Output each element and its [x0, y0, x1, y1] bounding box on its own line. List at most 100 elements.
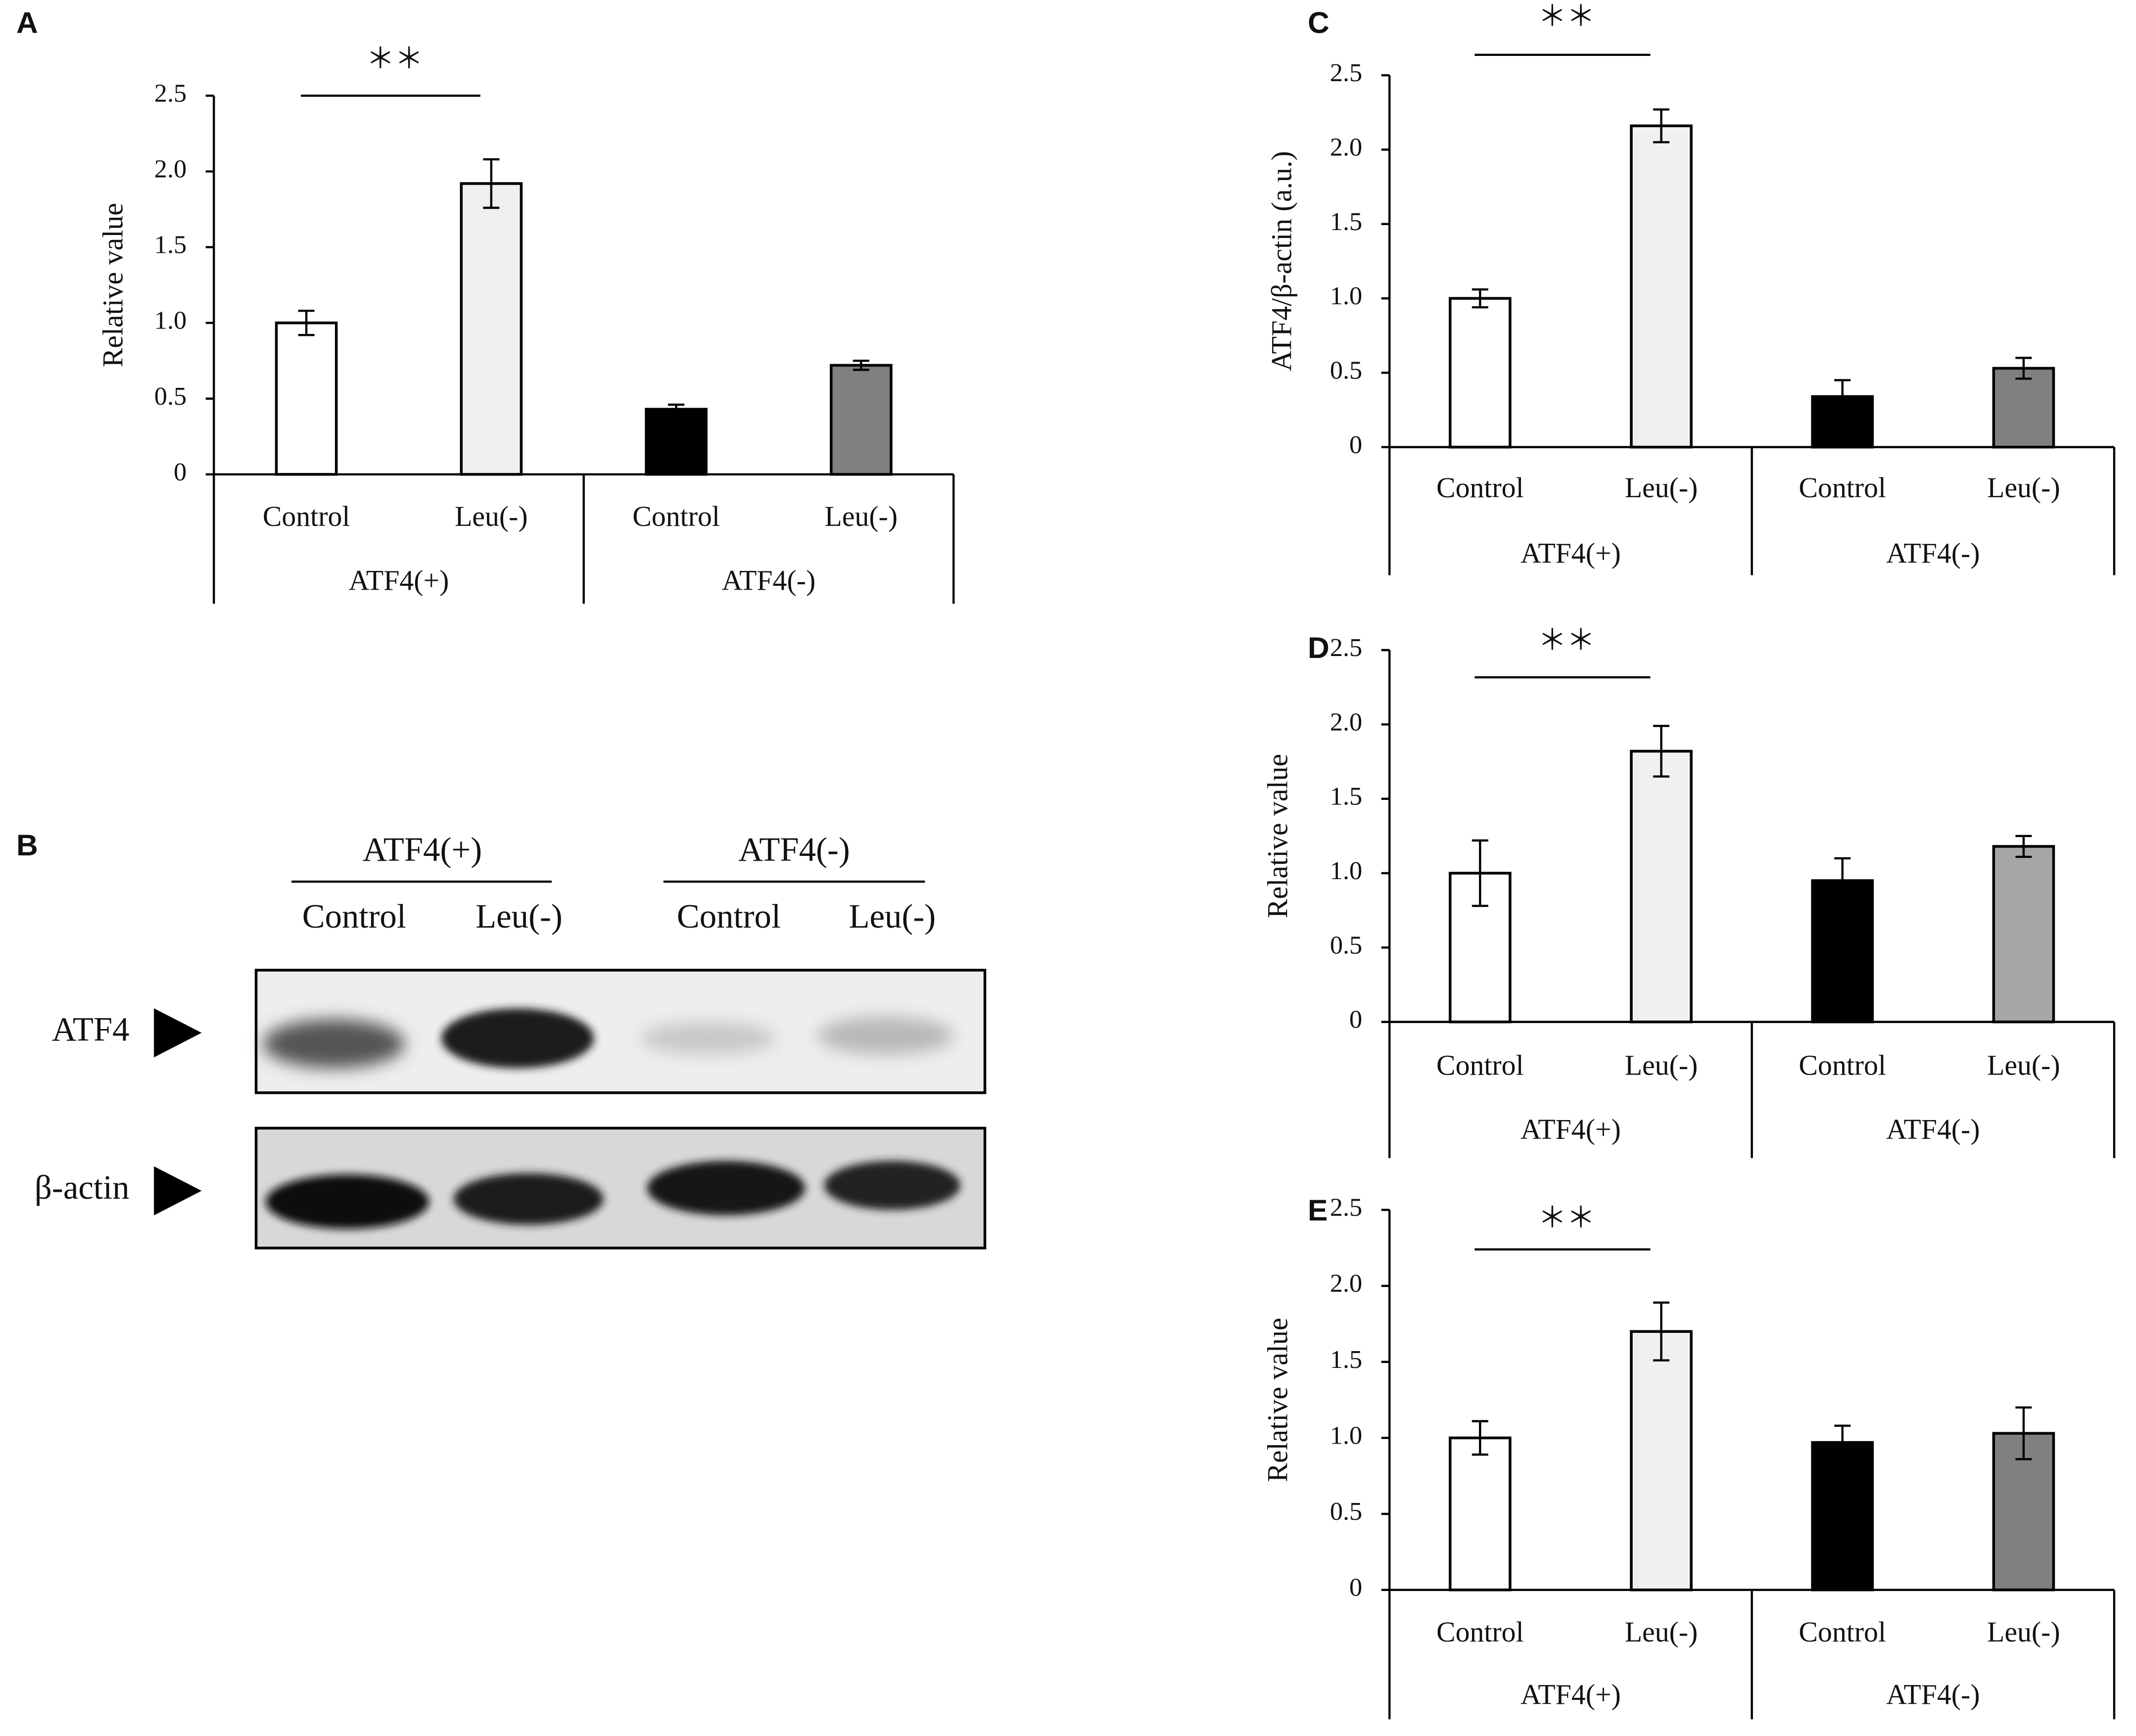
y-tick-label: 0.5: [1330, 356, 1362, 384]
error-bar: [1834, 857, 1851, 904]
band: [817, 1016, 954, 1055]
error-bar: [1653, 108, 1670, 143]
significance-label: ＊＊: [1538, 1202, 1595, 1234]
bar: [460, 182, 523, 476]
x-tick-label: Leu(-): [1625, 1616, 1698, 1648]
y-axis-label: ATF4/β-actin (a.u.): [1266, 151, 1298, 371]
error-bar: [483, 158, 500, 209]
lane-label: Control: [677, 897, 781, 935]
y-tick-label: 1.0: [1330, 856, 1362, 885]
band: [647, 1161, 806, 1216]
error-bar: [1653, 725, 1670, 778]
y-tick-label: 1.0: [154, 306, 187, 335]
bar: [1811, 879, 1874, 1024]
error-bar: [668, 403, 685, 415]
y-tick-label: 2.0: [1330, 133, 1362, 161]
band: [263, 1019, 405, 1069]
error-bar: [1653, 1301, 1670, 1361]
x-tick-label: Leu(-): [1625, 1049, 1698, 1081]
error-bar: [1471, 288, 1488, 309]
group-label: ATF4(+): [349, 564, 449, 596]
y-tick-label: 1.5: [1330, 1345, 1362, 1374]
lane-label: Leu(-): [849, 897, 936, 935]
error-bar: [2015, 1406, 2032, 1460]
error-bar: [2015, 357, 2032, 380]
y-tick-label: 2.5: [1330, 1193, 1362, 1222]
lane-label: Leu(-): [475, 897, 563, 935]
band: [265, 1174, 429, 1229]
y-tick-label: 1.0: [1330, 282, 1362, 310]
y-tick-label: 0.5: [1330, 1497, 1362, 1526]
error-bar: [1834, 379, 1851, 414]
y-axis-label: Relative value: [1261, 754, 1293, 918]
panel-label: D: [1308, 631, 1329, 664]
y-axis-label: Relative value: [1261, 1318, 1293, 1482]
error-bar: [1834, 1424, 1851, 1460]
bar: [1449, 1436, 1512, 1592]
band: [640, 1022, 777, 1055]
x-tick-label: Control: [1799, 1049, 1886, 1081]
group-label: ATF4(-): [1886, 1113, 1980, 1145]
y-axis-label: Relative value: [96, 203, 129, 367]
blot-group: ATF4(+): [363, 831, 482, 868]
y-tick-label: 1.5: [1330, 207, 1362, 236]
bar: [1630, 124, 1693, 449]
band: [824, 1161, 960, 1210]
significance-label: ＊＊: [1538, 0, 1595, 33]
y-tick-label: 1.0: [1330, 1421, 1362, 1450]
error-bar: [2015, 835, 2032, 858]
x-tick-label: Control: [263, 500, 350, 532]
y-tick-label: 0.5: [1330, 931, 1362, 959]
x-tick-label: Control: [632, 500, 720, 532]
bar: [1630, 750, 1693, 1024]
x-tick-label: Leu(-): [455, 500, 528, 532]
group-label: ATF4(-): [722, 564, 815, 596]
y-tick-label: 0.5: [154, 382, 187, 411]
y-tick-label: 1.5: [154, 231, 187, 259]
x-tick-label: Control: [1436, 1616, 1524, 1648]
bar: [1992, 845, 2055, 1024]
y-tick-label: 0: [1349, 1573, 1362, 1602]
panel-label: A: [16, 5, 38, 39]
blot-group: ATF4(-): [738, 831, 850, 868]
band: [441, 1008, 594, 1069]
x-tick-label: Leu(-): [1987, 1616, 2060, 1648]
bar: [645, 408, 708, 476]
bar: [830, 364, 893, 476]
y-tick-label: 1.5: [1330, 782, 1362, 811]
y-tick-label: 0: [174, 458, 187, 486]
x-tick-label: Control: [1799, 471, 1886, 504]
y-tick-label: 2.5: [1330, 633, 1362, 662]
bar: [1992, 367, 2055, 449]
x-tick-label: Leu(-): [1987, 1049, 2060, 1081]
y-tick-label: 0: [1349, 1005, 1362, 1034]
y-tick-label: 2.0: [1330, 1269, 1362, 1298]
error-bar: [853, 360, 869, 371]
group-label: ATF4(+): [1520, 1113, 1621, 1145]
arrowhead: [154, 1008, 202, 1058]
error-bar: [1471, 1420, 1488, 1456]
bar: [1811, 1441, 1874, 1592]
bar: [275, 321, 338, 476]
group-label: ATF4(+): [1520, 1678, 1621, 1710]
bar: [1449, 297, 1512, 449]
error-bar: [1471, 839, 1488, 907]
error-bar: [298, 309, 315, 336]
blot-panel: B ATF4(+) ATF4(-) Control Leu(-) Control…: [16, 828, 987, 1250]
significance-label: ＊＊: [366, 43, 424, 75]
arrowhead: [154, 1166, 202, 1216]
y-tick-label: 2.5: [154, 79, 187, 107]
panel-label: E: [1308, 1193, 1328, 1227]
y-tick-label: 2.0: [154, 155, 187, 184]
x-tick-label: Control: [1436, 471, 1524, 504]
x-tick-label: Leu(-): [825, 500, 898, 532]
lane-label: Control: [302, 897, 406, 935]
y-tick-label: 0: [1349, 430, 1362, 459]
x-tick-label: Control: [1436, 1049, 1524, 1081]
y-tick-label: 2.5: [1330, 58, 1362, 87]
group-label: ATF4(+): [1520, 537, 1621, 569]
x-tick-label: Leu(-): [1987, 471, 2060, 504]
panel-label: B: [16, 828, 38, 862]
row-label: ATF4: [52, 1010, 130, 1048]
